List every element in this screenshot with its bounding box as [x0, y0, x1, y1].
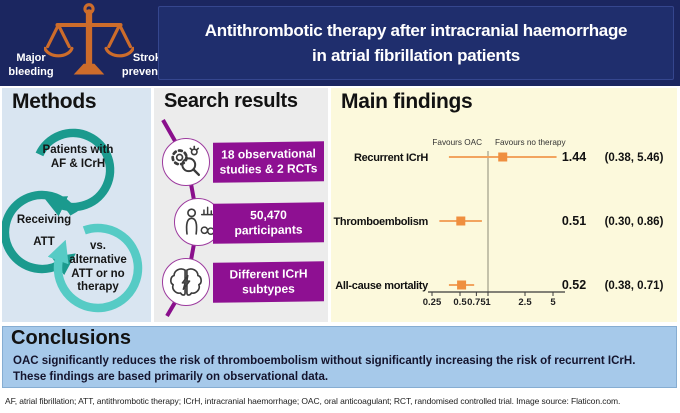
methods-panel: Methods Patients with AF & ICrH Receivin…: [2, 88, 151, 322]
svg-text:1.44: 1.44: [562, 150, 586, 164]
footer: AF, atrial fibrillation; ATT, antithromb…: [0, 390, 680, 413]
svg-text:0.51: 0.51: [562, 214, 586, 228]
svg-text:1: 1: [485, 297, 491, 308]
svg-text:Favours no therapy: Favours no therapy: [495, 138, 566, 147]
abbreviations-text: AF, atrial fibrillation; ATT, antithromb…: [5, 396, 621, 406]
methods-step-3: vs. alternative ATT or no therapy: [69, 240, 127, 294]
conclusions-heading: Conclusions: [11, 327, 132, 349]
methods-heading: Methods: [12, 90, 97, 113]
svg-text:0.25: 0.25: [423, 297, 442, 308]
balance-scale-icon: [44, 3, 134, 75]
svg-text:All-cause mortality: All-cause mortality: [335, 280, 429, 292]
scale-left-label: Major bleeding: [8, 52, 54, 78]
conclusions-panel: Conclusions OAC significantly reduces th…: [2, 326, 677, 388]
page-title-line1: Antithrombotic therapy after intracrania…: [204, 20, 628, 40]
search-result-item-1: 18 observational studies & 2 RCTs: [213, 141, 324, 183]
svg-text:(0.38, 0.71): (0.38, 0.71): [605, 280, 664, 292]
search-result-item-2: 50,470 participants: [213, 202, 324, 244]
forest-plot: Favours OAC Favours no therapy 0.25 0.5 0.75…: [333, 138, 664, 308]
svg-text:0.52: 0.52: [562, 278, 586, 292]
main-findings-panel: Favours OAC Favours no therapy 0.25 0.5 0.75…: [331, 88, 677, 322]
search-results-heading: Search results: [164, 90, 298, 112]
conclusions-text: OAC significantly reduces the risk of th…: [13, 355, 636, 383]
search-results-panel: Search results 18 observational studies …: [154, 88, 328, 322]
research-magnifier-icon: [162, 138, 210, 186]
svg-text:2.5: 2.5: [518, 297, 532, 308]
main-findings-heading: Main findings: [341, 90, 473, 113]
svg-text:Recurrent ICrH: Recurrent ICrH: [354, 152, 428, 164]
svg-text:Favours OAC: Favours OAC: [432, 138, 482, 147]
svg-text:0.75: 0.75: [467, 297, 486, 308]
svg-text:0.5: 0.5: [453, 297, 467, 308]
methods-step-2: Receiving ATT: [16, 214, 72, 248]
title-box: Antithrombotic therapy after intracrania…: [158, 6, 674, 80]
page-title-line2: in atrial fibrillation patients: [312, 46, 520, 65]
header-banner: Major bleeding Stroke prevention Antithr…: [0, 0, 680, 86]
svg-text:Thromboembolism: Thromboembolism: [333, 216, 428, 228]
svg-text:5: 5: [550, 297, 556, 308]
svg-text:(0.30, 0.86): (0.30, 0.86): [605, 216, 664, 228]
brain-icon: [162, 258, 210, 306]
methods-step-1: Patients with AF & ICrH: [42, 144, 114, 170]
svg-text:(0.38, 5.46): (0.38, 5.46): [605, 152, 664, 164]
search-result-item-3: Different ICrH subtypes: [213, 261, 324, 303]
cycle-arrows-icon: [2, 128, 143, 313]
